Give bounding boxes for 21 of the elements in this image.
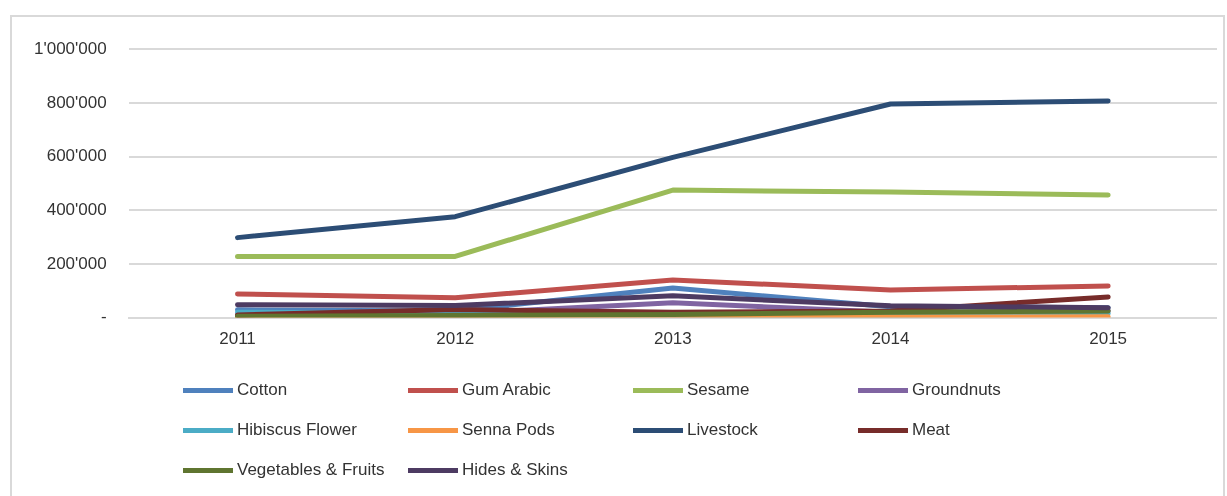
legend-label: Vegetables & Fruits (237, 460, 385, 480)
x-tick-label: 2015 (1089, 329, 1128, 349)
legend-label: Hides & Skins (462, 460, 568, 480)
x-tick-label: 2012 (436, 329, 475, 349)
x-tick-label: 2014 (871, 329, 910, 349)
x-tick-label: 2011 (219, 329, 256, 349)
legend-label: Cotton (237, 380, 288, 400)
legend-label: Gum Arabic (462, 380, 551, 400)
legend-label: Livestock (687, 420, 758, 440)
y-tick-label: - (101, 307, 107, 327)
legend-label: Senna Pods (462, 420, 555, 440)
legend-label: Meat (912, 420, 950, 440)
y-tick-label: 600'000 (46, 146, 107, 166)
y-tick-label: 1'000'000 (33, 38, 107, 58)
y-tick-label: 400'000 (46, 199, 107, 219)
y-tick-label: 800'000 (46, 92, 107, 112)
legend-label: Hibiscus Flower (237, 420, 357, 440)
legend-label: Sesame (687, 380, 750, 400)
y-tick-label: 200'000 (46, 253, 107, 273)
legend-label: Groundnuts (912, 380, 1001, 400)
x-tick-label: 2013 (653, 329, 692, 349)
